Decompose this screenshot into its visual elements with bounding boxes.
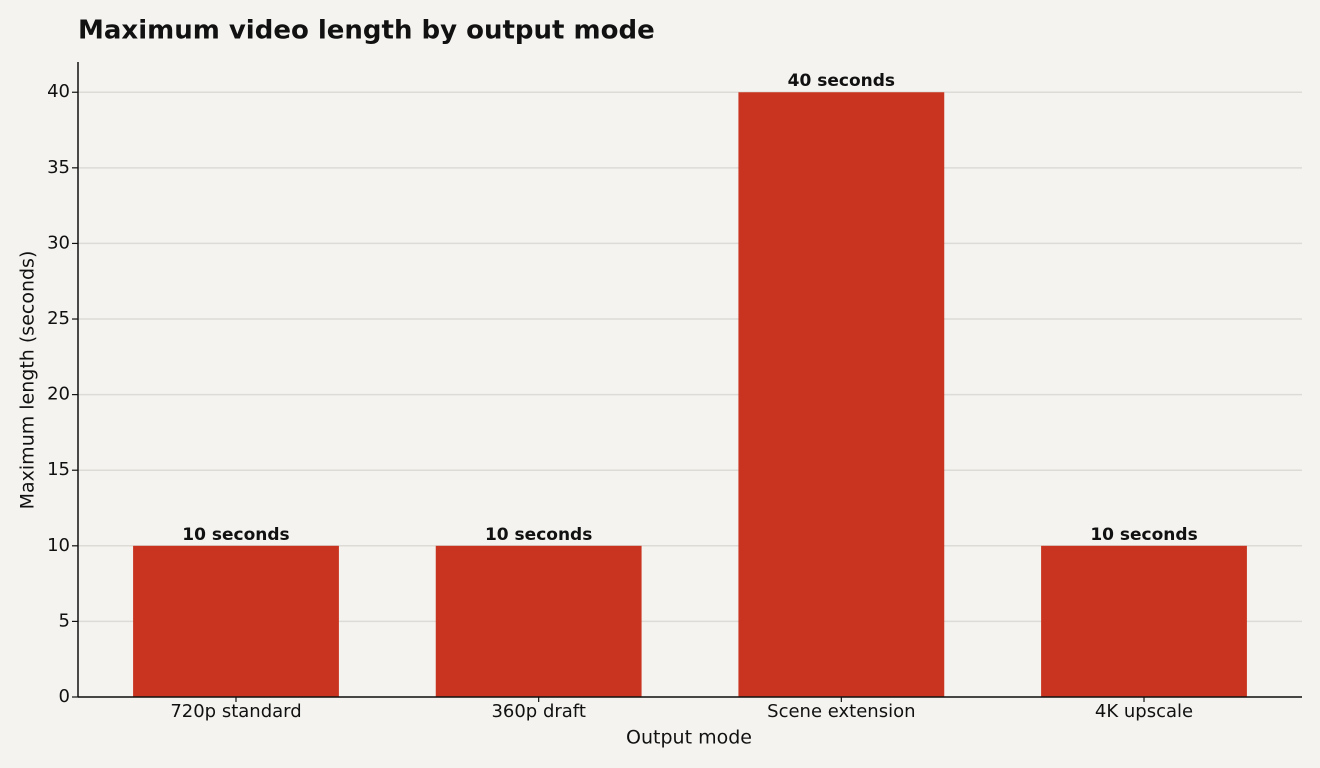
y-tick-label: 10 bbox=[47, 535, 70, 556]
y-tick-label: 20 bbox=[47, 384, 70, 405]
y-tick-label: 15 bbox=[47, 459, 70, 480]
x-tick-label: 4K upscale bbox=[1095, 701, 1193, 722]
value-label: 10 seconds bbox=[182, 525, 289, 545]
y-tick-label: 35 bbox=[47, 157, 70, 178]
bar bbox=[435, 545, 642, 697]
chart-title: Maximum video length by output mode bbox=[78, 16, 655, 46]
x-tick-label: 360p draft bbox=[491, 701, 585, 722]
y-tick-label: 40 bbox=[47, 81, 70, 102]
bar bbox=[738, 92, 945, 697]
y-tick-label: 0 bbox=[59, 686, 70, 707]
y-axis-title: Maximum length (seconds) bbox=[17, 251, 39, 510]
y-tick-label: 25 bbox=[47, 308, 70, 329]
value-label: 40 seconds bbox=[788, 71, 895, 91]
y-tick-label: 30 bbox=[47, 232, 70, 253]
value-label: 10 seconds bbox=[1090, 525, 1197, 545]
bar bbox=[133, 545, 339, 697]
bar bbox=[1041, 545, 1247, 697]
x-tick-label: Scene extension bbox=[767, 701, 915, 722]
x-axis-title: Output mode bbox=[626, 727, 752, 749]
x-tick-label: 720p standard bbox=[170, 701, 301, 722]
value-label: 10 seconds bbox=[485, 525, 592, 545]
y-tick-label: 5 bbox=[59, 610, 70, 631]
